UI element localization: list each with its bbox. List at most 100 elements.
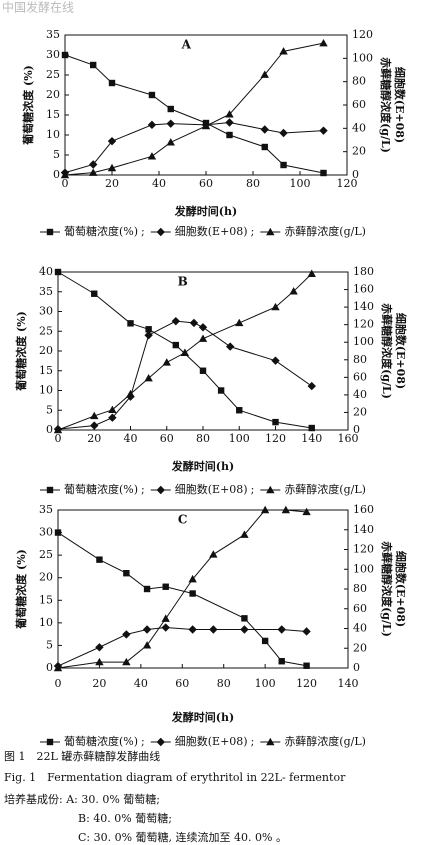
legend-label: 葡萄糖浓度(%) xyxy=(64,224,138,238)
marker xyxy=(240,625,249,634)
y2-tick-label: 120 xyxy=(352,28,373,41)
marker xyxy=(166,119,175,128)
legend-label: 细胞数(E+08) xyxy=(175,735,248,748)
y2-tick-label: 140 xyxy=(353,300,374,313)
x-tick-label: 100 xyxy=(290,177,311,190)
marker xyxy=(107,163,117,172)
legend-label: 葡萄糖浓度(%) xyxy=(64,734,138,748)
marker xyxy=(271,302,280,311)
marker xyxy=(108,413,117,422)
marker xyxy=(189,590,196,597)
marker xyxy=(308,424,315,432)
y2-tick-label: 20 xyxy=(353,641,367,654)
marker xyxy=(162,358,171,366)
marker xyxy=(319,126,328,135)
y2-tick-label: 80 xyxy=(353,582,367,595)
marker xyxy=(61,51,69,59)
marker xyxy=(180,348,190,356)
y2-axis-label: 细胞数(E+08) xyxy=(394,313,408,389)
y2-axis-label: 细胞数(E+08) xyxy=(394,551,408,627)
marker xyxy=(225,118,234,127)
y-tick-label: 20 xyxy=(46,88,60,101)
y2-tick-label: 120 xyxy=(353,543,374,556)
marker xyxy=(54,268,62,276)
legend-separator: ; xyxy=(251,225,255,238)
plot-frame xyxy=(57,271,349,431)
marker xyxy=(108,405,117,414)
marker xyxy=(188,574,197,583)
y-axis-label: 葡萄糖浓度 (%) xyxy=(14,549,28,630)
marker xyxy=(236,407,243,414)
marker xyxy=(89,168,98,176)
x-axis-label: 发酵时间(h) xyxy=(171,459,234,473)
x-tick-label: 40 xyxy=(152,177,166,190)
legend-label: 葡萄糖浓度(%) xyxy=(64,482,138,496)
y-tick-label: 5 xyxy=(53,148,60,161)
x-tick-label: 0 xyxy=(55,677,62,690)
x-tick-label: 140 xyxy=(338,677,359,690)
y2-tick-label: 160 xyxy=(353,283,374,296)
x-tick-label: 60 xyxy=(160,432,174,445)
panel-label: A xyxy=(181,38,192,52)
series-line xyxy=(57,320,313,430)
marker xyxy=(260,505,270,514)
caption-medium: 培养基成份: A: 30. 0% 葡萄糖; xyxy=(4,792,160,806)
marker xyxy=(142,641,152,649)
x-tick-label: 40 xyxy=(134,677,148,690)
x-axis-label: 发酵时间(h) xyxy=(174,204,237,218)
x-tick-label: 80 xyxy=(196,432,210,445)
marker xyxy=(271,356,280,365)
marker xyxy=(279,47,288,55)
y-tick-label: 0 xyxy=(46,661,53,674)
caption-title-cn: 图 1 22L 罐赤藓糖醇发酵曲线 xyxy=(4,749,160,763)
caption-medium: B: 40. 0% 葡萄糖; xyxy=(78,811,172,825)
marker xyxy=(198,323,208,332)
marker xyxy=(226,131,233,139)
marker xyxy=(307,381,316,391)
series-line xyxy=(64,121,324,174)
marker xyxy=(225,110,234,118)
series-line xyxy=(64,42,324,176)
marker xyxy=(60,170,70,179)
marker xyxy=(148,91,156,99)
y2-tick-label: 20 xyxy=(352,145,366,158)
legend-label: 赤藓醇浓度(g/L) xyxy=(284,734,366,748)
y-tick-label: 5 xyxy=(46,638,53,651)
y-tick-label: 30 xyxy=(39,526,53,539)
y-tick-label: 30 xyxy=(39,305,53,318)
marker xyxy=(307,269,316,277)
x-tick-label: 80 xyxy=(246,177,260,190)
y2-tick-label: 40 xyxy=(353,622,367,635)
marker xyxy=(95,657,104,666)
marker xyxy=(147,120,157,130)
marker xyxy=(172,341,180,349)
legend-label: 细胞数(E+08) xyxy=(175,483,248,496)
marker xyxy=(241,615,248,622)
x-tick-label: 20 xyxy=(105,177,119,190)
legend-marker xyxy=(266,485,275,494)
series-line xyxy=(64,54,324,174)
y-axis-label: 葡萄糖浓度 (%) xyxy=(14,311,28,392)
marker xyxy=(209,550,218,558)
y-tick-label: 30 xyxy=(46,48,60,61)
marker xyxy=(127,320,134,327)
marker xyxy=(126,389,135,398)
y-tick-label: 10 xyxy=(39,616,53,629)
y-tick-label: 20 xyxy=(39,344,53,357)
legend-separator: ; xyxy=(141,735,145,748)
x-tick-label: 120 xyxy=(337,177,358,190)
legend-marker xyxy=(266,737,275,746)
y-tick-label: 25 xyxy=(46,68,60,81)
y2-tick-label: 120 xyxy=(353,318,374,331)
marker xyxy=(96,556,103,563)
y-tick-label: 25 xyxy=(39,548,53,561)
marker xyxy=(277,625,286,634)
y2-axis-label: 赤藓糖醇浓度(g/L) xyxy=(380,303,394,399)
x-tick-label: 40 xyxy=(124,432,138,445)
marker xyxy=(279,128,288,138)
x-tick-label: 20 xyxy=(92,677,106,690)
y2-tick-label: 140 xyxy=(353,523,374,536)
y-tick-label: 35 xyxy=(39,503,53,516)
marker xyxy=(209,625,218,634)
